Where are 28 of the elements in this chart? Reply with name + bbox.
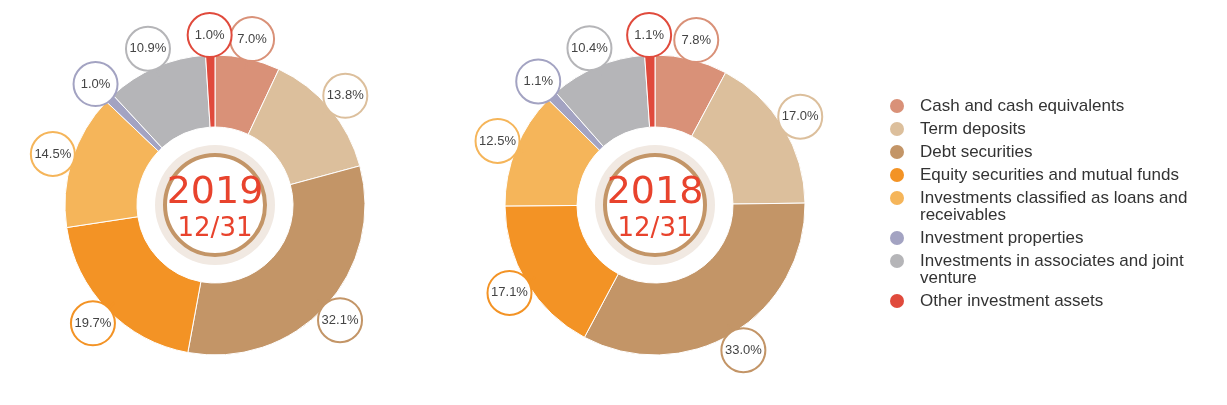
data-label: 7.0% [237, 30, 268, 46]
data-label: 1.0% [80, 75, 111, 91]
data-label: 10.4% [571, 39, 609, 55]
data-label: 12.5% [479, 132, 517, 148]
text: 12/31 [617, 211, 693, 242]
data-label: 7.8% [681, 31, 712, 47]
legend-label: Investments classified as loans and receivables [920, 187, 1189, 224]
data-label: 13.8% [326, 87, 365, 103]
data-label: 1.1% [634, 26, 665, 42]
legend-label: Debt securities [920, 141, 1033, 161]
legend-label: Cash and cash equivalents [920, 95, 1125, 115]
legend-label: Other investment assets [920, 290, 1104, 310]
legend-label: Equity securities and mutual funds [920, 164, 1179, 184]
text: 2019 [166, 167, 264, 212]
data-label: 32.1% [321, 311, 359, 327]
data-label: 17.1% [491, 284, 529, 300]
data-label: 1.1% [523, 73, 554, 89]
data-label: 33.0% [724, 341, 763, 357]
data-label: 1.0% [194, 26, 225, 42]
data-label: 10.9% [129, 40, 167, 56]
text: 2018 [606, 167, 704, 212]
data-label: 14.5% [34, 145, 72, 161]
legend-label: Investment properties [920, 227, 1084, 247]
legend-label: Term deposits [920, 118, 1026, 138]
data-label: 17.0% [781, 108, 820, 124]
text: 12/31 [177, 211, 253, 242]
data-label: 19.7% [74, 314, 112, 330]
legend-label: Investments in associates and joint venture [920, 250, 1185, 287]
